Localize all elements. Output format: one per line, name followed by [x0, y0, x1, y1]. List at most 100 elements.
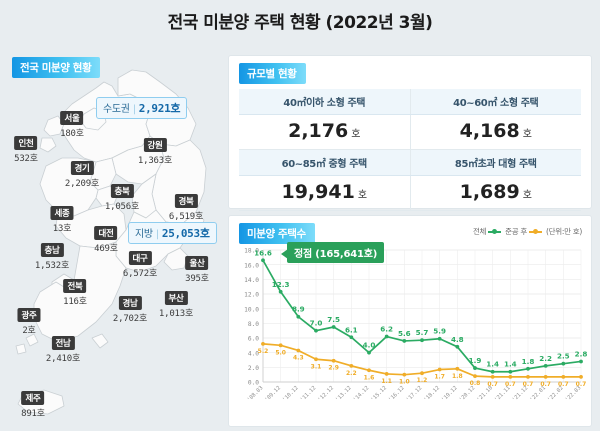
series-point-0-9 — [420, 338, 424, 343]
map-region-value: 395호 — [185, 274, 209, 284]
map-region-14: 광주 2호 — [17, 303, 41, 336]
table-row: 40㎡이하 소형 주택 40~60㎡ 소형 주택 — [239, 89, 581, 115]
data-label-0-5: 6.1 — [345, 325, 358, 334]
map-region-value: 6,519호 — [168, 212, 204, 222]
series-point-0-8 — [402, 339, 407, 343]
y-tick-label-4: 8.0 — [248, 321, 259, 328]
data-label-1-10: 1.7 — [434, 374, 445, 381]
data-label-1-5: 2.2 — [346, 370, 357, 377]
data-label-1-1: 5.0 — [275, 349, 286, 356]
map-region-12: 경남 2,702호 — [113, 291, 147, 324]
series-point-0-12 — [473, 366, 477, 370]
data-label-0-14: 1.4 — [504, 360, 517, 369]
map-region-value: 2,702호 — [112, 314, 148, 324]
map-region-name: 충북 — [110, 184, 134, 198]
unsold-housing-line-chart: 0.0 2.0 4.0 6.0 8.0 10.0 12.0 14.0 16.0 18.0 '08.0… — [244, 248, 587, 404]
map-region-name: 경북 — [174, 194, 198, 208]
map-region-name: 경남 — [118, 296, 142, 310]
map-region-name: 울산 — [185, 256, 209, 270]
data-label-1-16: 0.7 — [540, 381, 551, 388]
series-point-1-5 — [349, 363, 354, 368]
series-point-1-17 — [561, 374, 566, 379]
series-point-1-11 — [455, 366, 460, 371]
y-tick-label-6: 12.0 — [244, 292, 259, 299]
x-tick-label-11: '19.12 — [441, 385, 459, 403]
x-tick-label-6: '14.12 — [352, 385, 370, 403]
series-point-1-13 — [490, 374, 495, 379]
map-region-name: 대전 — [94, 226, 118, 240]
data-label-1-0: 5.2 — [258, 348, 269, 355]
map-region-5: 경북 6,519호 — [169, 189, 203, 222]
data-label-1-12: 0.8 — [470, 380, 481, 387]
series-point-0-17 — [561, 361, 566, 366]
map-region-value: 1,532호 — [34, 261, 70, 271]
map-region-name: 제주 — [21, 391, 45, 405]
map-region-value: 891호 — [21, 409, 45, 419]
data-label-0-7: 6.2 — [380, 325, 393, 334]
data-label-0-2: 8.9 — [292, 305, 305, 314]
map-region-name: 세종 — [50, 206, 74, 220]
size-unit-1: 호 — [522, 129, 532, 140]
data-label-0-1: 12.3 — [272, 280, 290, 289]
table-row: 60~85㎡ 중형 주택 85㎡초과 대형 주택 — [239, 149, 581, 176]
series-point-0-7 — [384, 334, 389, 339]
map-region-value: 2,410호 — [45, 354, 81, 364]
size-breakdown-panel: 규모별 현황 40㎡이하 소형 주택 40~60㎡ 소형 주택 2,176 호 4… — [228, 55, 592, 211]
y-tick-label-8: 16.0 — [244, 262, 259, 269]
map-region-3: 강원 1,363호 — [138, 133, 172, 166]
series-point-1-1 — [278, 343, 283, 348]
provinces-value: 25,053호 — [161, 227, 210, 240]
legend-label-total: 전체 — [472, 227, 487, 236]
capital-area-label: 수도권 — [103, 104, 130, 115]
capital-area-value: 2,921호 — [138, 102, 181, 115]
map-region-name: 충남 — [40, 243, 64, 257]
map-region-16: 제주 891호 — [21, 386, 45, 419]
data-label-1-4: 2.9 — [328, 365, 339, 372]
data-label-1-7: 1.1 — [381, 378, 392, 385]
data-label-1-11: 1.8 — [452, 373, 463, 380]
size-unit-2: 호 — [357, 190, 368, 201]
size-value-cell-3: 1,689 호 — [410, 175, 581, 211]
series-point-1-10 — [437, 367, 442, 372]
y-tick-label-7: 14.0 — [244, 277, 259, 284]
series-point-1-0 — [261, 341, 265, 346]
data-label-0-10: 5.9 — [433, 327, 446, 336]
x-tick-label-3: '11.12 — [299, 385, 317, 403]
provinces-callout: 지방 | 25,053호 — [128, 222, 217, 244]
x-tick-label-4: '12.12 — [317, 385, 335, 403]
series-point-0-6 — [367, 350, 371, 355]
data-label-0-13: 1.4 — [486, 360, 499, 369]
x-tick-label-1: '09.12 — [264, 385, 282, 403]
map-panel-heading: 전국 미분양 현황 — [12, 57, 101, 78]
series-point-1-12 — [473, 374, 477, 379]
map-region-name: 광주 — [17, 308, 41, 322]
map-region-name: 경기 — [70, 161, 94, 175]
size-panel-heading: 규모별 현황 — [239, 63, 306, 84]
size-value-cell-2: 19,941 호 — [239, 175, 411, 211]
series-point-0-18 — [579, 359, 583, 364]
series-point-1-7 — [384, 372, 389, 376]
map-region-11: 전북 116호 — [63, 274, 87, 307]
x-tick-label-0: '08.03 — [246, 385, 264, 403]
series-point-0-3 — [314, 328, 318, 333]
x-tick-label-10: '18.12 — [423, 385, 441, 403]
data-label-1-8: 1.0 — [399, 379, 410, 386]
map-region-name: 전남 — [51, 336, 75, 350]
map-region-name: 대구 — [128, 251, 152, 265]
size-value-cell-0: 2,176 호 — [239, 114, 411, 150]
size-label-3: 85㎡초과 대형 주택 — [410, 149, 581, 176]
data-label-1-9: 1.2 — [417, 377, 428, 384]
size-label-2: 60~85㎡ 중형 주택 — [239, 149, 411, 176]
data-label-0-6: 4.0 — [363, 341, 376, 350]
series-point-0-1 — [278, 289, 283, 294]
data-label-0-0: 16.6 — [254, 248, 272, 257]
size-value-3: 1,689 — [459, 181, 520, 203]
series-point-1-2 — [296, 348, 301, 353]
series-point-0-4 — [331, 325, 336, 329]
map-region-8: 충남 1,532호 — [35, 238, 69, 271]
size-value-cell-1: 4,168 호 — [410, 114, 581, 150]
series-point-0-5 — [349, 335, 354, 340]
map-region-10: 울산 395호 — [185, 251, 209, 284]
series-point-1-18 — [579, 374, 583, 379]
data-label-0-17: 2.5 — [557, 352, 570, 361]
